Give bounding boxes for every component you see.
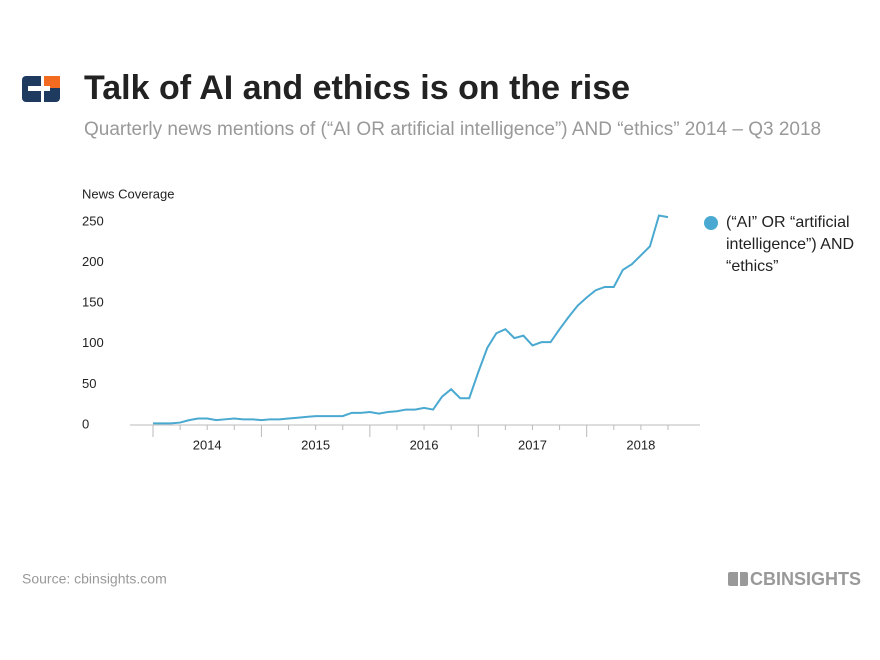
x-tick-label: 2017 bbox=[518, 437, 547, 452]
y-tick-label: 250 bbox=[82, 213, 104, 228]
y-tick-label: 50 bbox=[82, 376, 96, 391]
data-line bbox=[153, 214, 669, 425]
y-tick-label: 100 bbox=[82, 335, 104, 350]
x-tick-label: 2014 bbox=[193, 437, 222, 452]
y-axis-label: News Coverage bbox=[82, 186, 175, 201]
brand-logo: CBINSIGHTS bbox=[728, 569, 861, 589]
y-tick-label: 200 bbox=[82, 254, 104, 269]
x-tick-label: 2016 bbox=[410, 437, 439, 452]
y-tick-label: 150 bbox=[82, 295, 104, 310]
chart-subtitle: Quarterly news mentions of (“AI OR artif… bbox=[84, 119, 821, 140]
logo-icon bbox=[22, 76, 60, 102]
legend-marker bbox=[704, 216, 718, 230]
brand: CBINSIGHTS bbox=[750, 569, 861, 589]
legend-label: (“AI” OR “artificial intelligence”) AND … bbox=[726, 214, 855, 275]
y-tick-label: 0 bbox=[82, 416, 89, 431]
x-tick-label: 2018 bbox=[626, 437, 655, 452]
source: Source: cbinsights.com bbox=[22, 571, 167, 587]
x-tick-label: 2015 bbox=[301, 437, 330, 452]
chart-title: Talk of AI and ethics is on the rise bbox=[84, 69, 630, 107]
